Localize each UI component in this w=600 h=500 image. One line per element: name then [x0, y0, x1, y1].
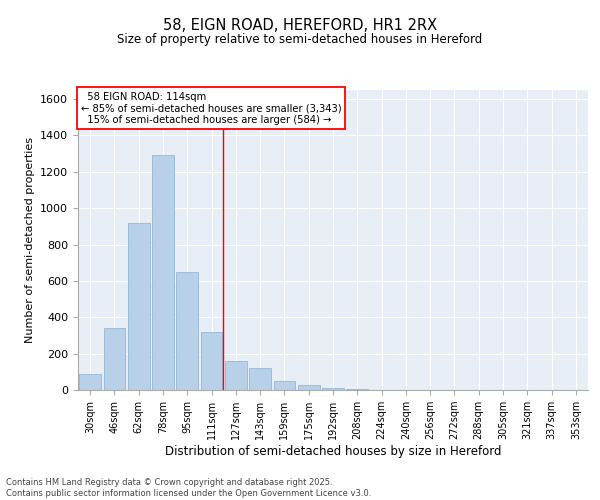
Text: Size of property relative to semi-detached houses in Hereford: Size of property relative to semi-detach… — [118, 32, 482, 46]
Bar — [176, 272, 198, 390]
Text: 58, EIGN ROAD, HEREFORD, HR1 2RX: 58, EIGN ROAD, HEREFORD, HR1 2RX — [163, 18, 437, 32]
Bar — [104, 328, 125, 390]
Bar — [346, 389, 368, 390]
Bar — [274, 381, 295, 390]
Bar — [249, 368, 271, 390]
Bar — [200, 332, 223, 390]
Bar — [225, 361, 247, 390]
X-axis label: Distribution of semi-detached houses by size in Hereford: Distribution of semi-detached houses by … — [165, 445, 501, 458]
Bar — [322, 388, 344, 390]
Bar — [298, 386, 320, 390]
Bar — [128, 222, 149, 390]
Text: Contains HM Land Registry data © Crown copyright and database right 2025.
Contai: Contains HM Land Registry data © Crown c… — [6, 478, 371, 498]
Text: 58 EIGN ROAD: 114sqm
← 85% of semi-detached houses are smaller (3,343)
  15% of : 58 EIGN ROAD: 114sqm ← 85% of semi-detac… — [80, 92, 341, 124]
Bar — [79, 374, 101, 390]
Y-axis label: Number of semi-detached properties: Number of semi-detached properties — [25, 137, 35, 343]
Bar — [152, 156, 174, 390]
